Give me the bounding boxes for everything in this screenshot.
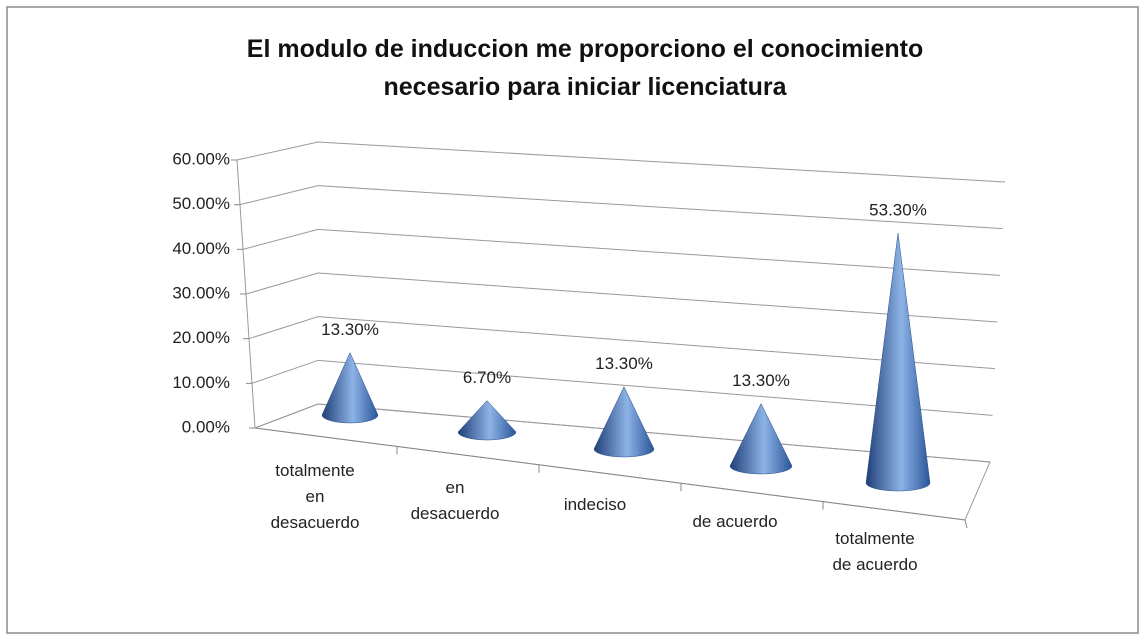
x-tick-label: indeciso (563, 495, 627, 514)
cone (457, 400, 517, 441)
grid-line (251, 359, 993, 416)
cone (321, 352, 379, 424)
y-tick-label: 60.00% (172, 149, 230, 168)
grid-line (239, 185, 1003, 230)
grid-line (248, 316, 996, 370)
data-label: 53.30% (869, 201, 927, 220)
cone (865, 232, 931, 492)
y-tick-label: 50.00% (172, 194, 230, 213)
data-label: 6.70% (463, 368, 511, 387)
grid-line (245, 272, 998, 323)
y-tick-label: 20.00% (172, 328, 230, 347)
y-tick-label: 0.00% (182, 417, 230, 436)
data-label: 13.30% (321, 320, 379, 339)
axis (964, 519, 968, 529)
grid-line (242, 228, 1001, 276)
y-tick-label: 30.00% (172, 283, 230, 302)
y-tick-label: 10.00% (172, 373, 230, 392)
cone (593, 386, 655, 458)
chart-frame (6, 6, 1139, 634)
chart-title: El modulo de induccion me proporciono el… (246, 35, 924, 101)
data-label: 13.30% (732, 371, 790, 390)
data-label: 13.30% (595, 354, 653, 373)
x-tick-label: de acuerdo (692, 512, 778, 531)
x-tick-label: en desacuerdo (410, 478, 500, 523)
cone (729, 403, 793, 475)
y-tick-label: 40.00% (172, 239, 230, 258)
grid-line (236, 141, 1006, 183)
x-tick-label: totalmente en desacuerdo (270, 461, 360, 532)
x-tick-label: totalmente de acuerdo (832, 529, 918, 574)
axis (254, 427, 966, 521)
